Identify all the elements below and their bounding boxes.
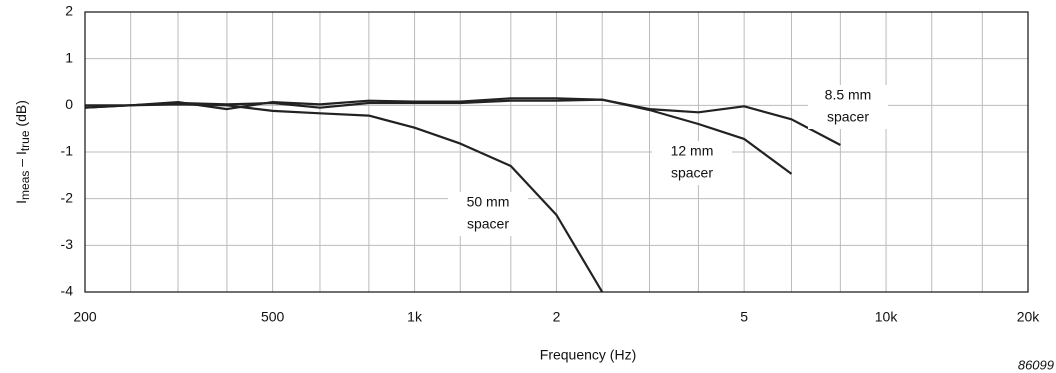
lines	[84, 97, 841, 293]
series-line	[84, 103, 604, 293]
y-tick-label: -3	[61, 236, 74, 252]
labels: 8.5 mm spacer 12 mm spacer 50 mm spacer	[448, 85, 888, 236]
series-label: spacer	[827, 109, 869, 125]
series-line	[84, 98, 793, 175]
x-tick-label: 1k	[407, 309, 423, 325]
y-axis-label: Imeas – Itrue (dB)	[13, 100, 32, 204]
label-background	[448, 192, 528, 236]
plot-frame	[84, 11, 1029, 293]
y-tick-label: -2	[61, 189, 74, 205]
series-label: spacer	[671, 165, 713, 181]
grid: -4 -3 -2 -1 0 1 2 200 500 1k 2 5 10k 20k	[61, 3, 1041, 325]
y-tick-label: 0	[65, 96, 73, 112]
series-label: 12 mm	[671, 143, 714, 159]
y-tick-label: 1	[65, 49, 73, 65]
series-line	[85, 97, 841, 146]
x-tick-label: 20k	[1017, 309, 1041, 325]
label-background	[652, 141, 732, 185]
x-tick-label: 10k	[875, 309, 899, 325]
label-background	[808, 85, 888, 129]
x-tick-label: 500	[261, 309, 285, 325]
series-label: 8.5 mm	[825, 87, 872, 103]
figure-id: 86099	[1018, 357, 1054, 372]
y-tick-label: 2	[65, 3, 73, 19]
series-label: 50 mm	[467, 194, 510, 210]
y-tick-label: -4	[61, 283, 74, 299]
x-tick-label: 5	[740, 309, 748, 325]
x-tick-label: 200	[73, 309, 97, 325]
x-axis-label: Frequency (Hz)	[540, 347, 636, 363]
y-tick-label: -1	[61, 143, 74, 159]
series-label: spacer	[467, 216, 509, 232]
x-tick-label: 2	[553, 309, 561, 325]
